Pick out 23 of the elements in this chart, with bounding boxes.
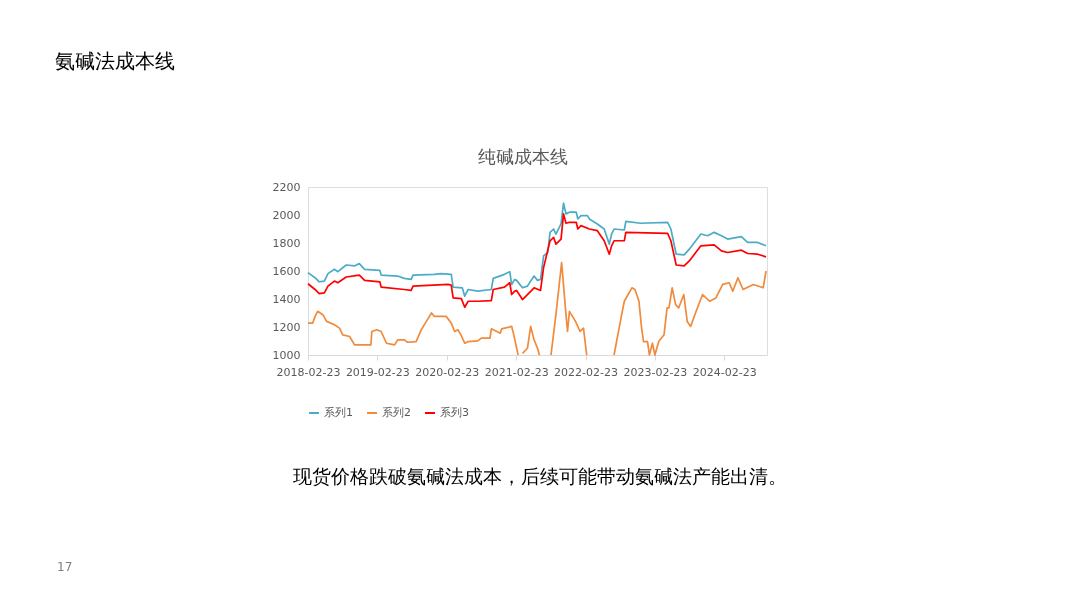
x-tick-label: 2024-02-23 bbox=[692, 365, 757, 379]
legend-label: 系列2 bbox=[382, 406, 411, 419]
x-tick-label: 2018-02-23 bbox=[276, 365, 341, 379]
text: 氨碱法成本线 bbox=[55, 49, 175, 73]
y-tick-label: 2200 bbox=[272, 180, 301, 194]
y-tick-label: 1400 bbox=[272, 292, 301, 306]
x-tick-label: 2019-02-23 bbox=[345, 365, 410, 379]
x-tick-label: 2021-02-23 bbox=[484, 365, 549, 379]
y-tick-label: 2000 bbox=[272, 208, 301, 222]
chart-title: 纯碱成本线 bbox=[478, 146, 568, 167]
x-tick-label: 2020-02-23 bbox=[415, 365, 480, 379]
y-tick-label: 1000 bbox=[272, 348, 301, 362]
y-tick-label: 1200 bbox=[272, 320, 301, 334]
text: 17 bbox=[57, 560, 73, 574]
legend-label: 系列1 bbox=[324, 406, 353, 419]
x-tick-label: 2023-02-23 bbox=[623, 365, 688, 379]
line-series bbox=[307, 213, 767, 309]
y-tick-label: 1800 bbox=[272, 236, 301, 250]
legend-label: 系列3 bbox=[440, 406, 469, 419]
x-tick-label: 2022-02-23 bbox=[554, 365, 619, 379]
text: 现货价格跌破氨碱法成本，后续可能带动氨碱法产能出清。 bbox=[293, 465, 787, 487]
line-series bbox=[307, 202, 767, 298]
y-tick-label: 1600 bbox=[272, 264, 301, 278]
